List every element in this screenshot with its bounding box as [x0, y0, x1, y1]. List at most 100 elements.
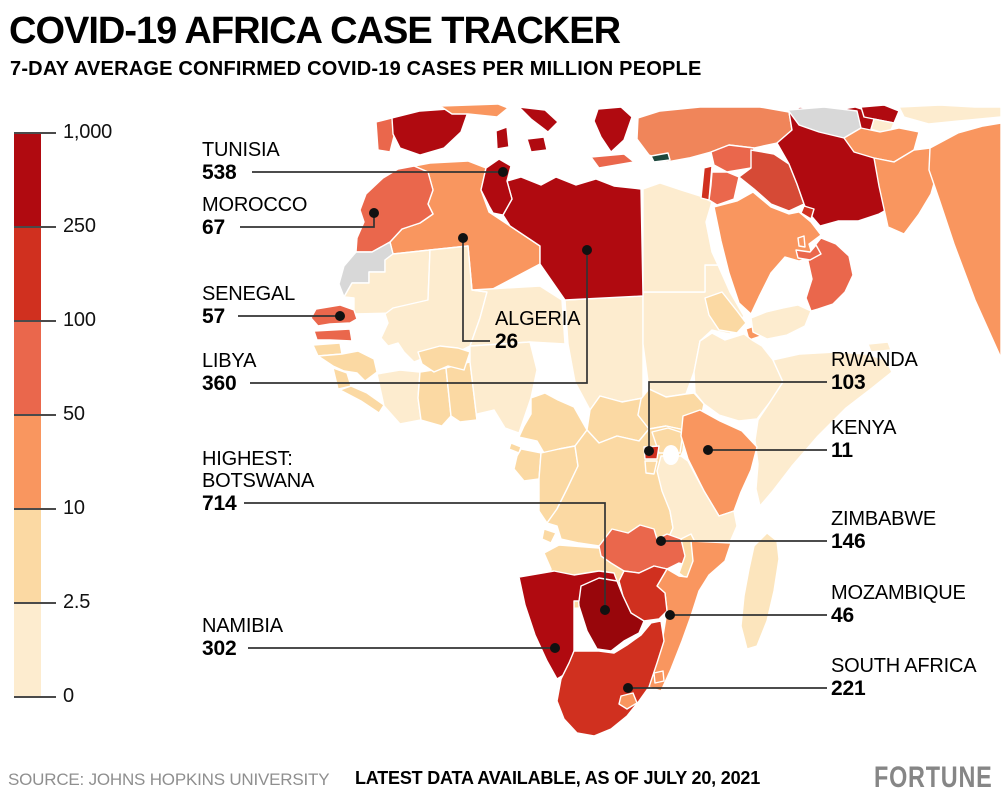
callout-lines: [238, 167, 827, 693]
callout-line-libya: [250, 254, 588, 384]
callout-value: 538: [202, 161, 237, 184]
legend-tick-line: [14, 508, 56, 510]
callout-value: 360: [202, 372, 237, 395]
country-burkina-faso: [417, 345, 471, 373]
callout-value: 11: [831, 439, 853, 462]
country-qatar: [797, 235, 806, 248]
legend-band-0: [14, 133, 41, 227]
country-guinea: [317, 350, 378, 382]
callout-line-botswana: [244, 502, 606, 606]
country-greece: [593, 106, 633, 153]
callout-country-name: KENYA: [831, 417, 897, 439]
callout-value: 57: [202, 305, 225, 328]
fortune-logo: FORTUNE: [874, 761, 993, 794]
callout-value: 67: [202, 216, 225, 239]
callout-country-name: RWANDA: [831, 349, 918, 371]
callout-dot-mozambique: [665, 610, 675, 620]
country-morocco: [355, 165, 434, 253]
callout-dot-tunisia: [498, 167, 508, 177]
legend-band-5: [14, 603, 41, 697]
legend-tick-label: 2.5: [63, 591, 91, 613]
callout-south-africa: SOUTH AFRICA 221: [831, 655, 977, 701]
legend-tick-line: [14, 226, 56, 228]
callout-country-name: SENEGAL: [202, 283, 296, 305]
callout-dot-south-africa: [623, 683, 633, 693]
callout-value: 714: [202, 492, 237, 515]
data-date-note: LATEST DATA AVAILABLE, AS OF JULY 20, 20…: [355, 768, 761, 788]
callout-value: 221: [831, 677, 866, 700]
callout-dot-libya: [582, 245, 592, 255]
callout-value: 302: [202, 637, 237, 660]
callout-line-morocco: [240, 216, 375, 228]
country-spain: [391, 108, 469, 156]
legend-band-2: [14, 321, 41, 415]
country-nigeria: [469, 341, 538, 434]
country-namibia: [518, 570, 618, 680]
country-yemen: [750, 304, 812, 340]
country-sicily: [526, 136, 548, 153]
country-crete: [590, 153, 635, 169]
country-egypt: [642, 182, 719, 293]
country-ivory-coast: [376, 369, 422, 425]
callout-dot-namibia: [550, 643, 560, 653]
callout-morocco: MOROCCO 67: [202, 194, 307, 240]
callout-country-name: LIBYA: [202, 350, 257, 372]
legend-tick-line: [14, 132, 56, 134]
callout-algeria: ALGERIA 26: [495, 308, 581, 354]
callout-dot-rwanda: [644, 446, 654, 456]
country-somalia: [754, 351, 893, 507]
country-kenya: [680, 409, 758, 517]
country-libya: [502, 176, 644, 301]
country-madagascar: [740, 532, 780, 650]
country-india: [928, 122, 1001, 359]
callout-zimbabwe: ZIMBABWE 146: [831, 508, 936, 554]
legend-tick-line: [14, 414, 56, 416]
callout-country-name: HIGHEST: BOTSWANA: [202, 448, 315, 492]
callout-dot-kenya: [703, 445, 713, 455]
legend-tick-line: [14, 320, 56, 322]
callout-dot-algeria: [458, 233, 468, 243]
callout-country-name: MOROCCO: [202, 194, 308, 216]
source-credit: SOURCE: JOHNS HOPKINS UNIVERSITY: [8, 770, 330, 789]
callout-dot-zimbabwe: [656, 536, 666, 546]
callout-dot-botswana: [600, 605, 610, 615]
country-gabon: [513, 448, 542, 482]
country-cabinda: [541, 528, 557, 544]
legend-tick-label: 0: [63, 685, 74, 707]
callout-country-name: TUNISIA: [202, 139, 280, 161]
country-socotra: [867, 341, 892, 353]
legend-tick-label: 1,000: [63, 121, 113, 143]
callout-country-name: MOZAMBIQUE: [831, 582, 966, 604]
legend-tick-label: 250: [63, 215, 96, 237]
country-sardinia: [495, 126, 510, 150]
country-central-asia: [898, 104, 1001, 125]
page-title: COVID-19 AFRICA CASE TRACKER: [9, 10, 621, 52]
country-cyprus: [650, 152, 671, 163]
callout-value: 46: [831, 604, 854, 627]
callout-kenya: KENYA 11: [831, 417, 897, 463]
callout-dot-morocco: [369, 208, 379, 218]
callout-country-name: ALGERIA: [495, 308, 581, 330]
callout-namibia: NAMIBIA 302: [202, 615, 283, 661]
callout-mozambique: MOZAMBIQUE 46: [831, 582, 966, 628]
lake-victoria: [663, 445, 679, 465]
callout-country-name: NAMIBIA: [202, 615, 283, 637]
country-jordan: [708, 171, 740, 206]
page-subtitle: 7-DAY AVERAGE CONFIRMED COVID-19 CASES P…: [10, 58, 702, 80]
country-ghana: [417, 367, 452, 427]
callout-line-algeria: [462, 242, 490, 342]
legend-tick-line: [14, 602, 56, 604]
callout-value: 26: [495, 330, 518, 353]
country-south-africa: [556, 620, 665, 737]
legend-band-1: [14, 227, 41, 321]
callout-botswana: HIGHEST: BOTSWANA 714: [202, 448, 314, 516]
legend-tick-label: 50: [63, 403, 85, 425]
legend-tick-label: 100: [63, 309, 96, 331]
callout-line-rwanda: [648, 381, 827, 447]
callout-value: 146: [831, 530, 866, 553]
country-france: [439, 103, 509, 118]
country-italy: [518, 106, 559, 133]
country-burundi: [644, 460, 658, 475]
